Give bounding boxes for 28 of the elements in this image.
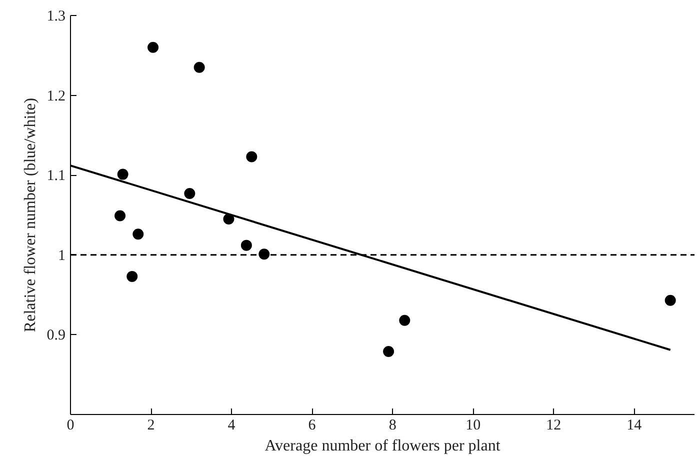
point [258, 248, 270, 260]
point [246, 151, 258, 162]
x-tick-label: 10 [466, 418, 481, 434]
x-tick-label: 14 [626, 418, 642, 434]
point [126, 270, 138, 282]
point [399, 314, 410, 326]
point [148, 42, 159, 53]
y-tick-label: 1.3 [46, 8, 66, 24]
x-tick-label: 12 [546, 418, 562, 434]
point [132, 228, 144, 240]
x-axis-title: Average number of flowers per plant [264, 438, 501, 454]
point [194, 62, 205, 73]
point [117, 168, 128, 180]
y-tick-label: 0.9 [46, 328, 66, 344]
point [184, 188, 196, 199]
point [114, 210, 126, 222]
x-tick-label: 4 [228, 418, 236, 434]
y-axis-title: Relative flower number (blue/white) [22, 98, 39, 332]
x-tick-label: 0 [66, 418, 74, 434]
y-tick-label: 1 [58, 248, 66, 264]
y-tick-label: 1.1 [46, 168, 66, 184]
x-tick-label: 2 [147, 418, 155, 434]
point [240, 240, 252, 251]
x-tick-label: 8 [388, 418, 396, 434]
point [383, 346, 394, 357]
y-tick-label: 1.2 [46, 88, 66, 104]
x-tick-label: 6 [308, 418, 316, 434]
point [664, 294, 676, 306]
